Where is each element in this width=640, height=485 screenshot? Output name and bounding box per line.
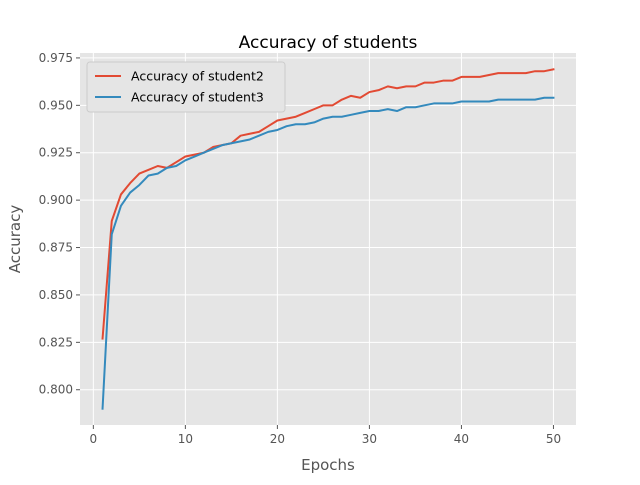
series-line-accuracy-of-student3 [101, 96, 555, 410]
x-tick-label: 10 [178, 432, 193, 446]
y-tick-label: 0.900 [39, 193, 73, 207]
x-tick-label: 0 [90, 432, 98, 446]
x-tick-label: 30 [362, 432, 377, 446]
legend-label-student2: Accuracy of student2 [131, 69, 264, 84]
y-axis-ticks: 0.800 0.825 0.850 0.875 0.900 0.925 0.950 0.975 [39, 51, 80, 397]
series-layer [101, 68, 555, 410]
y-tick-label: 0.975 [39, 51, 73, 65]
series-line-accuracy-of-student2 [101, 68, 555, 340]
y-tick-label: 0.825 [39, 335, 73, 349]
plot-background [80, 53, 576, 425]
legend-box [86, 61, 286, 113]
y-tick-label: 0.950 [39, 98, 73, 112]
y-axis-label: Accuracy [6, 205, 24, 274]
y-tick-label: 0.800 [39, 383, 73, 397]
legend-label-student3: Accuracy of student3 [131, 90, 264, 105]
chart-title: Accuracy of students [239, 33, 418, 53]
x-tick-label: 40 [454, 432, 469, 446]
y-tick-label: 0.875 [39, 241, 73, 255]
y-tick-label: 0.850 [39, 288, 73, 302]
x-tick-label: 20 [270, 432, 285, 446]
legend: Accuracy of student2 Accuracy of student… [86, 61, 286, 113]
y-tick-label: 0.925 [39, 146, 73, 160]
x-axis-label: Epochs [301, 456, 355, 474]
grid-lines [80, 53, 576, 425]
x-tick-label: 50 [546, 432, 561, 446]
x-axis-ticks: 0 10 20 30 40 50 [90, 425, 561, 446]
